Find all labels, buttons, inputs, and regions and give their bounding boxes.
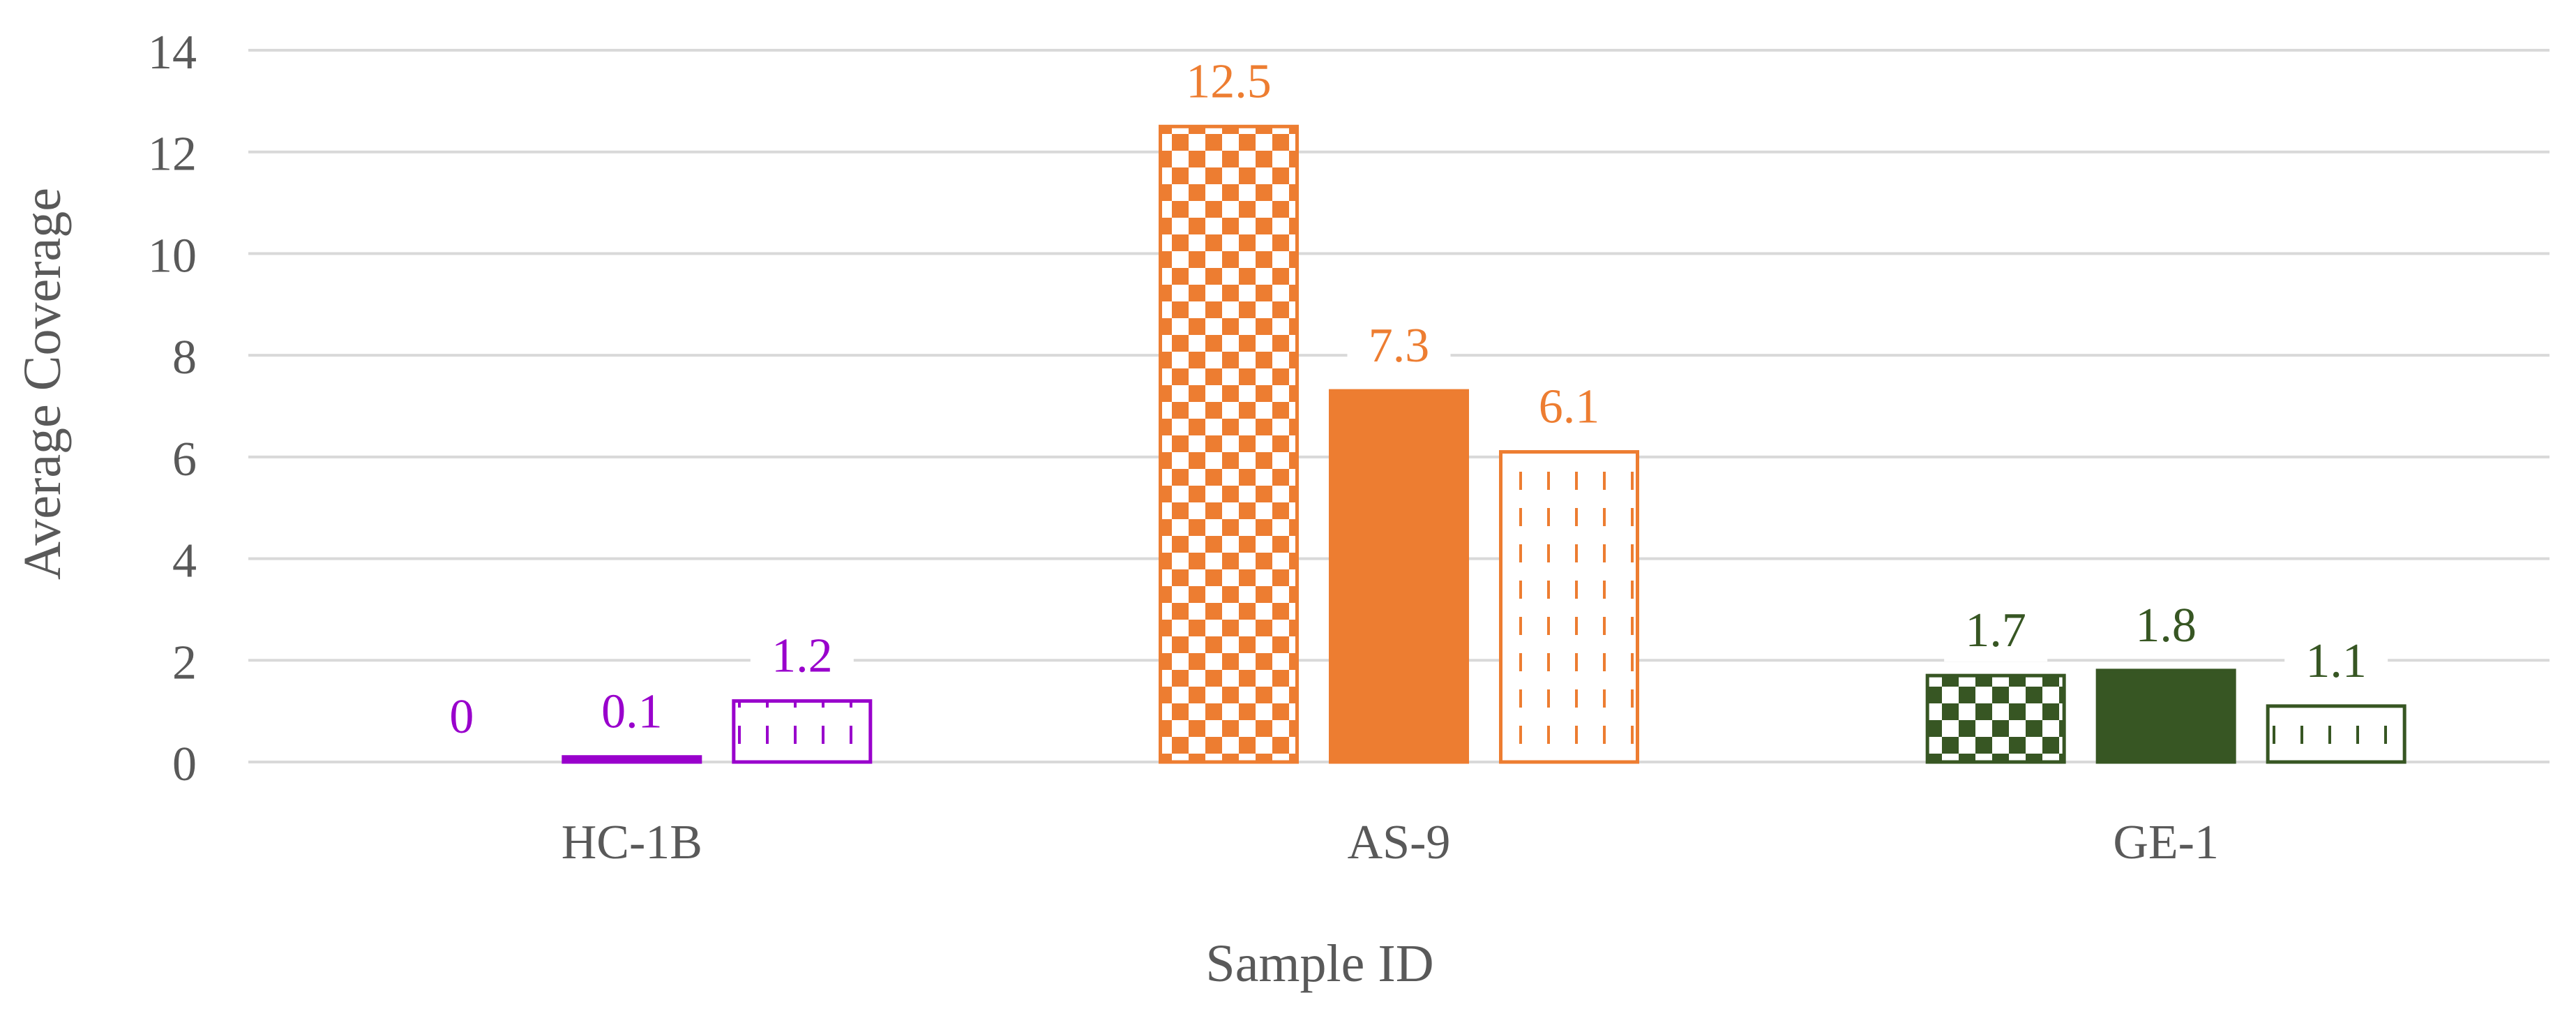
data-label-backing [1944, 603, 2048, 662]
y-tick-label: 4 [172, 535, 197, 588]
data-label: 0.1 [601, 685, 663, 739]
data-label: 1.8 [2135, 599, 2197, 652]
data-label: 1.2 [771, 629, 833, 683]
x-axis-title: Sample ID [1205, 934, 1433, 993]
y-tick-label: 6 [172, 433, 197, 486]
bars [562, 124, 2406, 764]
data-label: 6.1 [1539, 380, 1600, 434]
data-labels: 0 0.1 1.2 12.5 7.3 6.1 1.7 1.8 1.1 [435, 54, 2388, 748]
data-label: 0 [449, 690, 474, 744]
y-tick-label: 10 [148, 229, 197, 283]
bar-ge-1-3 [2266, 704, 2406, 764]
bar-as-9-3 [1499, 450, 1639, 764]
bar-ge-1-1 [1925, 673, 2066, 764]
data-label-backing [2284, 633, 2388, 692]
data-label: 12.5 [1186, 54, 1272, 108]
data-label: 1.1 [2305, 634, 2367, 688]
x-tick-label: GE-1 [2113, 816, 2219, 869]
bar-as-9-2 [1329, 389, 1469, 764]
x-tick-label: HC-1B [562, 816, 702, 869]
data-label-backing [1164, 54, 1293, 113]
data-label-backing [1517, 379, 1621, 438]
y-tick-label: 14 [148, 26, 197, 80]
y-tick-label: 0 [172, 738, 197, 791]
data-label: 1.7 [1965, 604, 2026, 657]
y-axis-ticks: 0 2 4 6 8 10 12 14 [148, 26, 197, 791]
data-label-backing [750, 628, 854, 687]
bar-ge-1-2 [2095, 668, 2236, 764]
data-label-backing [435, 689, 488, 748]
data-label: 7.3 [1369, 319, 1430, 373]
bar-hc-1b-3 [732, 699, 873, 764]
y-axis-title: Average Coverage [13, 188, 72, 580]
data-label-backing [1347, 318, 1451, 378]
x-axis-ticks: HC-1B AS-9 GE-1 [562, 816, 2219, 869]
x-tick-label: AS-9 [1348, 816, 1451, 869]
data-label-backing [580, 684, 684, 743]
y-tick-label: 12 [148, 128, 197, 181]
y-tick-label: 2 [172, 636, 197, 689]
data-label-backing [2114, 597, 2218, 657]
bar-as-9-1 [1159, 124, 1299, 764]
y-tick-label: 8 [172, 331, 197, 384]
bar-hc-1b-2 [562, 755, 702, 764]
